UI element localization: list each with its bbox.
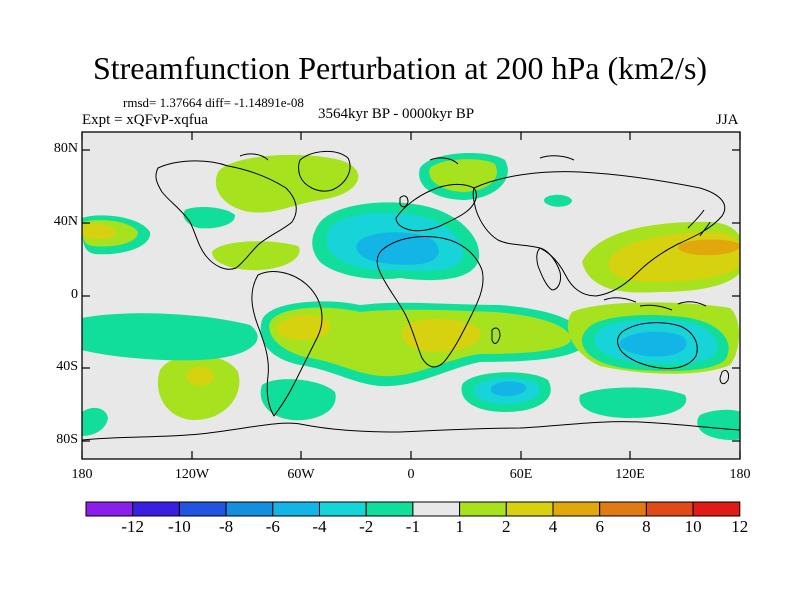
colorbar-label-6: 6 xyxy=(595,517,604,536)
x-label-0: 0 xyxy=(407,467,415,482)
coastline-south-america xyxy=(251,271,323,417)
colorbar-label-1: 1 xyxy=(455,517,464,536)
coastline-europe xyxy=(395,183,477,232)
coastline-uk xyxy=(399,195,409,208)
contour-positive-south-pacific xyxy=(157,355,240,420)
colorbar-box-2 xyxy=(178,501,227,517)
contour-positive-caribbean xyxy=(212,241,300,271)
y-ticks xyxy=(82,149,740,442)
colorbar-label-2: 2 xyxy=(502,517,511,536)
colorbar-box-4 xyxy=(272,501,320,517)
colorbar-label-12: 12 xyxy=(731,517,749,536)
contour-fields xyxy=(82,151,740,441)
x-ticks xyxy=(81,132,741,459)
x-label-60w: 60W xyxy=(287,467,315,482)
contour-positive-indian-south xyxy=(579,387,687,418)
colorbar-box-6 xyxy=(365,501,414,517)
colorbar-box-10 xyxy=(552,501,601,517)
coastline-india xyxy=(536,247,561,291)
x-label-120w: 120W xyxy=(174,467,210,482)
x-label-120e: 120E xyxy=(615,467,645,482)
coastline-japan xyxy=(687,209,711,237)
colorbar-label-neg6: -6 xyxy=(265,517,280,536)
contour-positive-south-pacific-core xyxy=(185,366,214,386)
coastline-australia xyxy=(617,322,698,369)
coastline-indonesia xyxy=(603,297,707,311)
colorbar-label-neg1: -1 xyxy=(405,517,420,536)
x-label-60e: 60E xyxy=(509,467,533,482)
contour-negative-north-atlantic-core xyxy=(356,232,439,265)
colorbar-box-1 xyxy=(132,501,180,517)
colorbar-box-12 xyxy=(645,501,694,517)
stats-line: rmsd= 1.37664 diff= -1.14891e-08 xyxy=(123,95,304,110)
contour-positive-dateline-south xyxy=(697,409,740,440)
contour-positive-east-pacific-north-core xyxy=(82,224,116,240)
y-label-40n: 40N xyxy=(53,214,78,229)
y-label-0: 0 xyxy=(71,287,78,302)
colorbar-label-4: 4 xyxy=(548,517,558,536)
colorbar-label-neg12: -12 xyxy=(121,517,145,536)
colorbar-box-11 xyxy=(599,501,647,517)
colorbar-box-13 xyxy=(692,501,741,517)
plot-title: Streamfunction Perturbation at 200 hPa (… xyxy=(92,50,708,86)
colorbar-box-8 xyxy=(459,501,507,517)
colorbar-box-9 xyxy=(505,501,554,517)
contour-positive-east-pacific-far-south xyxy=(82,407,108,436)
experiment-label: Expt = xQFvP-xqfua xyxy=(82,112,208,128)
colorbar-label-10: 10 xyxy=(684,517,702,536)
coastline-north-america xyxy=(155,160,297,270)
contour-negative-south-indian-core xyxy=(490,381,527,396)
contour-positive-africa-core xyxy=(401,318,481,352)
y-label-80s: 80S xyxy=(56,432,78,447)
colorbar-label-8: 8 xyxy=(642,517,651,536)
colorbar-box-5 xyxy=(319,501,367,517)
colorbar-box-0 xyxy=(85,501,134,517)
period-label: 3564kyr BP - 0000kyr BP xyxy=(318,106,475,122)
x-label-180w: 180 xyxy=(71,467,93,482)
colorbar-label-neg4: -4 xyxy=(312,517,327,536)
colorbar-label-neg10: -10 xyxy=(168,517,191,536)
colorbar xyxy=(85,501,741,517)
y-label-80n: 80N xyxy=(53,141,78,156)
coastlines xyxy=(82,151,740,441)
colorbar-label-neg8: -8 xyxy=(219,517,234,536)
contour-positive-north-atlantic xyxy=(215,154,359,213)
coastline-new-zealand xyxy=(719,369,729,385)
contour-positive-south-america-south xyxy=(260,379,336,421)
colorbar-box-3 xyxy=(225,501,274,517)
coastline-madagascar xyxy=(491,327,501,344)
colorbar-box-7 xyxy=(412,501,461,517)
coastline-asia xyxy=(472,171,726,297)
x-label-180e: 180 xyxy=(729,467,751,482)
coastline-africa xyxy=(376,236,484,368)
contour-positive-north-siberia-inner xyxy=(429,159,497,192)
colorbar-label-neg2: -2 xyxy=(359,517,374,536)
coastline-greenland xyxy=(298,151,351,192)
contour-positive-east-pacific-south xyxy=(82,313,258,361)
coastline-arctic-islands xyxy=(239,153,575,165)
season-label: JJA xyxy=(716,112,739,128)
contour-positive-arabia-small xyxy=(543,194,572,207)
contour-positive-south-atlantic-core xyxy=(276,314,331,341)
contour-negative-australia-core xyxy=(619,331,687,357)
coastline-antarctica xyxy=(82,421,740,441)
y-label-40s: 40S xyxy=(56,359,78,374)
contour-positive-west-pacific-peak xyxy=(678,239,740,256)
contour-positive-north-america-small xyxy=(183,207,236,229)
